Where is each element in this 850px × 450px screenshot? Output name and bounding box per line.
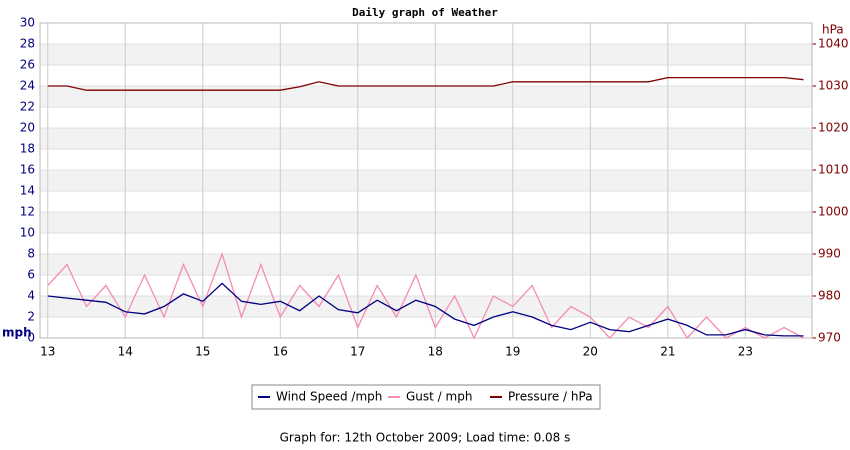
- grid-band: [40, 86, 812, 107]
- y-tick-label: 14: [20, 184, 35, 198]
- legend-label: Pressure / hPa: [508, 390, 593, 404]
- y-axis-label: mph: [2, 326, 32, 340]
- chart-title: Daily graph of Weather: [352, 6, 498, 19]
- y-tick-label: 10: [20, 226, 35, 240]
- y-tick-label: 8: [27, 247, 35, 261]
- x-tick-label: 20: [583, 345, 598, 359]
- legend: [251, 384, 601, 410]
- y2-tick-label: 1000: [818, 205, 849, 219]
- y2-tick-label: 1010: [818, 163, 849, 177]
- y-tick-label: 26: [20, 58, 35, 72]
- series-line: [47, 282, 804, 337]
- grid-band: [40, 212, 812, 233]
- grid-band: [40, 128, 812, 149]
- y2-tick-label: 1020: [818, 121, 849, 135]
- grid-band: [40, 170, 812, 191]
- y-tick-label: 0: [27, 331, 35, 345]
- x-tick-label: 16: [273, 345, 288, 359]
- x-tick-label: 13: [40, 345, 55, 359]
- grid-band: [40, 254, 812, 275]
- footer: Graph for: 12th October 2009; Load time:…: [280, 431, 571, 445]
- y-tick-label: 4: [27, 289, 35, 303]
- y2-tick-label: 1030: [818, 79, 849, 93]
- grid-band: [40, 44, 812, 65]
- y-tick-label: 16: [20, 163, 35, 177]
- plot: [39, 22, 816, 340]
- y-tick-label: 22: [20, 100, 35, 114]
- legend-label: Wind Speed /mph: [276, 390, 382, 404]
- x-tick-label: 23: [738, 345, 753, 359]
- plot-frame: [39, 22, 813, 339]
- y-tick-label: 28: [20, 37, 35, 51]
- x-tick-label: 18: [428, 345, 443, 359]
- x-tick-label: 14: [118, 345, 133, 359]
- y-tick-label: 2: [27, 310, 35, 324]
- y-tick-label: 12: [20, 205, 35, 219]
- x-tick-label: 15: [195, 345, 210, 359]
- y2-tick-label: 980: [818, 289, 841, 303]
- y-tick-label: 18: [20, 142, 35, 156]
- y-tick-label: 6: [27, 268, 35, 282]
- x-tick-label: 19: [505, 345, 520, 359]
- x-tick-label: 17: [350, 345, 365, 359]
- grid-band: [40, 296, 812, 317]
- y2-tick-label: 1040: [818, 37, 849, 51]
- series-line: [47, 76, 804, 91]
- y2-axis-label: hPa: [822, 23, 844, 37]
- y-tick-label: 24: [20, 79, 35, 93]
- x-tick-label: 21: [660, 345, 675, 359]
- y2-tick-label: 970: [818, 331, 841, 345]
- y-tick-label: 20: [20, 121, 35, 135]
- y2-tick-label: 990: [818, 247, 841, 261]
- y-tick-label: 30: [20, 16, 35, 30]
- legend-label: Gust / mph: [406, 390, 472, 404]
